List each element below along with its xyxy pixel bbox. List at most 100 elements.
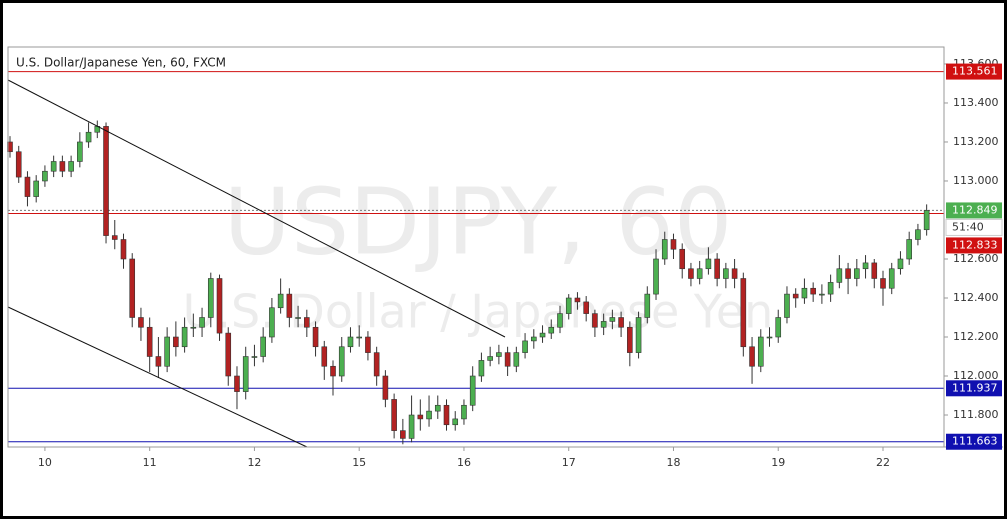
candle-body <box>574 297 581 303</box>
plot-border <box>7 46 945 448</box>
candle-body <box>731 268 738 279</box>
candle-body <box>522 340 528 353</box>
candle-body <box>164 336 170 367</box>
candle-body <box>216 278 223 334</box>
level-label-bg <box>946 237 1002 254</box>
candle-body <box>68 161 74 172</box>
countdown: 51:40 <box>952 220 984 233</box>
candle-body <box>784 293 790 318</box>
x-tick-label: 19 <box>771 456 785 469</box>
candle-body <box>557 313 563 328</box>
candle-body <box>670 239 677 250</box>
candle-body <box>330 365 336 377</box>
x-tick-label: 15 <box>352 456 366 469</box>
candle-body <box>155 356 162 367</box>
y-tick-label: 112.400 <box>953 291 999 304</box>
plot <box>7 71 944 445</box>
candle-body <box>592 313 598 328</box>
candle-body <box>915 229 921 240</box>
candle-body <box>77 141 83 162</box>
candle-body <box>836 268 843 283</box>
candle-body <box>504 352 511 367</box>
candle-body <box>801 287 808 299</box>
candle-body <box>609 317 616 322</box>
candle-body <box>792 293 799 299</box>
candle-body <box>888 268 895 289</box>
candle-body <box>897 258 904 270</box>
candle-body <box>312 326 319 348</box>
candle-body <box>478 360 485 377</box>
candle-body <box>15 151 22 178</box>
candle-body <box>33 180 39 197</box>
candle-body <box>356 336 363 339</box>
candle-body <box>845 268 851 279</box>
candle-body <box>740 278 747 348</box>
candle-body <box>190 326 197 329</box>
candle-body <box>242 356 249 392</box>
candle-body <box>173 336 179 348</box>
candle-body <box>321 346 328 367</box>
watermark-symbol: USDJPY, 60 <box>224 168 733 275</box>
candle-body <box>688 268 694 279</box>
last-price-bg <box>946 202 1002 219</box>
candle-body <box>548 326 555 334</box>
y-tick-label: 113.400 <box>953 96 999 109</box>
candle-body <box>365 336 371 353</box>
candle-body <box>417 414 424 420</box>
candle-body <box>304 317 310 328</box>
candle-body <box>661 239 668 260</box>
candle-body <box>714 258 720 279</box>
candle-body <box>705 258 712 270</box>
candle-body <box>120 239 127 260</box>
candle-body <box>391 399 397 431</box>
level-label-bg <box>946 63 1002 80</box>
candle-body <box>469 375 476 406</box>
candle-body <box>338 346 345 377</box>
candle-body <box>260 336 266 357</box>
candle-body <box>426 410 432 420</box>
candle-body <box>138 317 144 328</box>
candle-body <box>880 278 886 289</box>
candle-body <box>496 352 502 357</box>
y-tick-label: 112.200 <box>953 330 999 343</box>
candle-body <box>906 239 912 260</box>
candle-body <box>487 356 493 361</box>
level-label: 112.833 <box>952 238 998 251</box>
x-tick-label: 16 <box>457 456 471 469</box>
candle-body <box>653 258 659 295</box>
candle-body <box>766 336 773 339</box>
candle-body <box>42 170 48 182</box>
candle-body <box>207 278 214 318</box>
trend-line <box>7 306 308 448</box>
candle-body <box>539 332 546 338</box>
candle-body <box>635 317 642 353</box>
candle-body <box>347 336 354 348</box>
candle-body <box>295 317 301 319</box>
x-tick-label: 11 <box>143 456 157 469</box>
candle-body <box>627 326 633 353</box>
candle-body <box>854 268 860 279</box>
candle-body <box>775 317 782 338</box>
x-tick-label: 17 <box>562 456 576 469</box>
last-price-label: 112.849 <box>952 203 998 216</box>
candle-body <box>434 404 441 412</box>
candle-body <box>286 293 293 318</box>
candle-body <box>923 210 930 231</box>
candle-body <box>146 326 153 357</box>
level-label: 111.663 <box>952 435 998 448</box>
candle-body <box>443 404 450 426</box>
candle-body <box>408 414 415 439</box>
candle-body <box>513 352 520 367</box>
level-label: 113.561 <box>952 65 998 78</box>
candle-body <box>461 404 467 420</box>
candle-body <box>234 375 240 392</box>
countdown-bg <box>945 218 1003 236</box>
candle-body <box>181 326 188 348</box>
candle-body <box>819 293 825 296</box>
candle-body <box>50 161 57 172</box>
candle-body <box>103 126 109 236</box>
y-tick-label: 112.600 <box>953 252 999 265</box>
x-tick-label: 22 <box>876 456 890 469</box>
candle-body <box>452 418 459 426</box>
